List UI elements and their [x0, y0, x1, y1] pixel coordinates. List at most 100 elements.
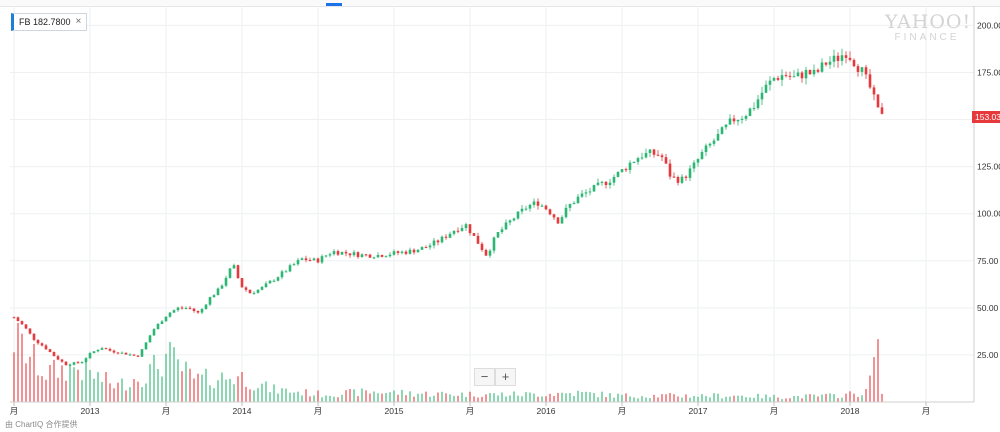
candle-body — [800, 72, 804, 79]
candle-body — [644, 152, 648, 158]
top-tab-strip — [0, 0, 1000, 7]
candle-body — [796, 72, 800, 77]
volume-bar — [437, 392, 439, 402]
ticker-comparison-chip[interactable]: FB 182.7800 × — [11, 13, 88, 31]
volume-bar — [821, 394, 823, 402]
candle-body — [12, 317, 16, 319]
volume-bar — [549, 393, 551, 402]
candle-body — [848, 57, 852, 60]
candle-body — [324, 255, 328, 257]
volume-bar — [485, 394, 487, 402]
volume-bar — [681, 397, 683, 402]
volume-bar — [293, 392, 295, 402]
candle-body — [156, 324, 160, 330]
volume-bar — [489, 393, 491, 402]
volume-bar — [261, 383, 263, 402]
candle-body — [444, 236, 448, 238]
candle-body — [32, 333, 36, 340]
candle-body — [816, 69, 820, 72]
candle-body — [256, 289, 260, 293]
candle-body — [876, 94, 880, 108]
volume-bar — [837, 398, 839, 402]
candle-body — [512, 218, 516, 221]
volume-bar — [461, 392, 463, 402]
volume-bar — [733, 395, 735, 402]
zoom-in-button[interactable]: + — [495, 368, 516, 386]
candle-body — [836, 55, 840, 61]
candle-body — [340, 251, 344, 255]
volume-bar — [425, 391, 427, 402]
candle-body — [92, 351, 96, 354]
volume-bar — [817, 396, 819, 402]
volume-bar — [229, 378, 231, 402]
volume-bar — [701, 394, 703, 402]
candle-body — [556, 217, 560, 224]
candle-body — [600, 181, 604, 183]
candle-body — [768, 80, 772, 85]
volume-bar — [557, 392, 559, 402]
volume-bar — [765, 394, 767, 402]
price-tick-label: 125.00 — [977, 162, 1000, 172]
volume-bar — [125, 390, 127, 402]
volume-bar — [729, 396, 731, 402]
volume-bar — [305, 389, 307, 402]
volume-bar — [533, 393, 535, 402]
volume-bar — [745, 397, 747, 402]
active-tab-indicator[interactable] — [326, 3, 342, 6]
volume-bar — [317, 390, 319, 402]
volume-bar — [341, 394, 343, 402]
volume-bar — [41, 376, 43, 402]
candle-body — [220, 285, 224, 289]
price-tick-label: 100.00 — [977, 209, 1000, 219]
volume-bar — [593, 393, 595, 402]
volume-bar — [357, 396, 359, 402]
volume-bar — [185, 361, 187, 402]
candle-body — [72, 362, 76, 365]
chartiq-credit: 由 ChartIQ 合作提供 — [5, 420, 78, 429]
candle-body — [264, 283, 268, 288]
candle-body — [596, 182, 600, 185]
candle-body — [360, 254, 364, 257]
close-icon[interactable]: × — [75, 16, 82, 27]
zoom-out-button[interactable]: − — [474, 368, 495, 386]
candle-body — [296, 259, 300, 265]
candle-body — [564, 207, 568, 218]
volume-bar — [569, 393, 571, 402]
candle-body — [144, 342, 148, 350]
candle-body — [580, 193, 584, 197]
volume-bar — [297, 391, 299, 402]
candlesticks — [12, 48, 884, 367]
candle-body — [700, 152, 704, 160]
volume-bar — [769, 397, 771, 402]
volume-bar — [877, 339, 879, 402]
candle-body — [108, 348, 112, 351]
candle-body — [60, 359, 64, 362]
volume-bar — [333, 396, 335, 402]
candle-body — [136, 355, 140, 357]
candle-body — [560, 217, 564, 224]
volume-bar — [689, 397, 691, 402]
candle-body — [276, 277, 280, 281]
time-tick-label: 月 — [314, 406, 323, 416]
candle-body — [300, 258, 304, 260]
candle-body — [472, 233, 476, 236]
volume-bar — [677, 396, 679, 402]
volume-bar — [133, 379, 135, 402]
candle-body — [752, 108, 756, 110]
volume-bar — [97, 372, 99, 402]
volume-bar — [501, 392, 503, 402]
candle-body — [440, 236, 444, 243]
candle-body — [516, 211, 520, 219]
time-tick-label: 2016 — [537, 406, 556, 416]
volume-bar — [481, 396, 483, 402]
volume-bar — [705, 396, 707, 402]
candle-body — [860, 67, 864, 72]
candle-body — [724, 124, 728, 128]
volume-bar — [65, 380, 67, 402]
volume-bar — [865, 389, 867, 402]
candle-body — [152, 329, 156, 336]
volume-bar — [109, 383, 111, 402]
volume-bar — [145, 383, 147, 402]
volume-bar — [561, 392, 563, 402]
